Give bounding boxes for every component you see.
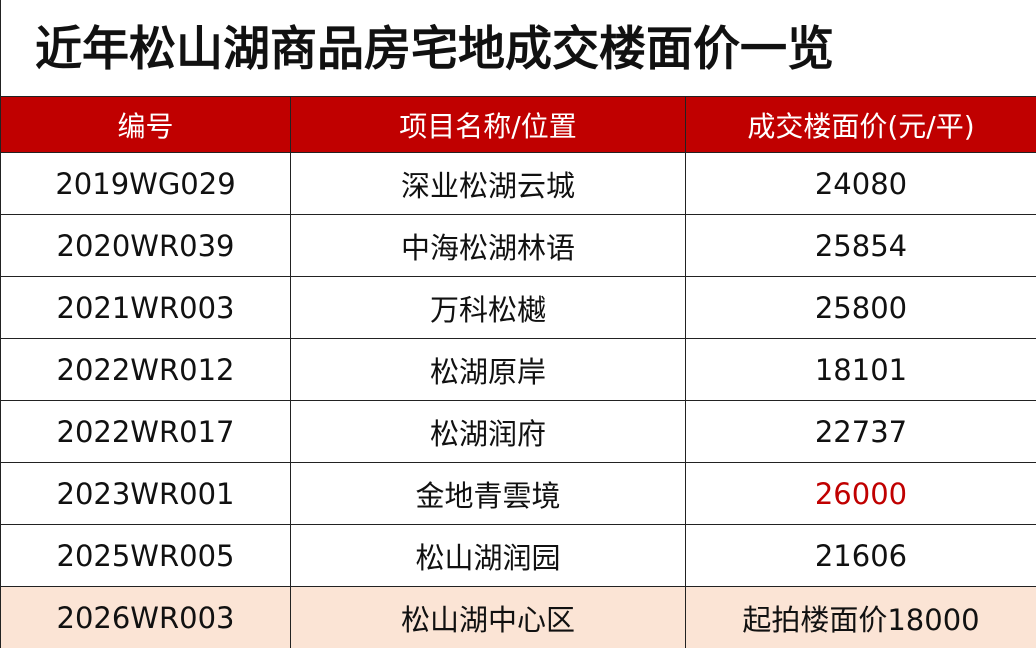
table-cell: 22737 xyxy=(685,401,1036,462)
table-cell: 21606 xyxy=(685,525,1036,586)
table-cell: 松湖原岸 xyxy=(290,339,685,400)
table-cell: 2023WR001 xyxy=(0,463,290,524)
table-row: 2021WR003 万科松樾 25800 xyxy=(0,277,1036,339)
table-cell: 万科松樾 xyxy=(290,277,685,338)
table-cell: 24080 xyxy=(685,153,1036,214)
header-cell: 成交楼面价(元/平) xyxy=(685,97,1036,152)
table-row: 2022WR012 松湖原岸 18101 xyxy=(0,339,1036,401)
table-cell: 2020WR039 xyxy=(0,215,290,276)
table-cell: 松山湖润园 xyxy=(290,525,685,586)
table-cell: 26000 xyxy=(685,463,1036,524)
table-row: 2023WR001 金地青雲境 26000 xyxy=(0,463,1036,525)
table-cell: 起拍楼面价18000 xyxy=(685,587,1036,648)
page-title: 近年松山湖商品房宅地成交楼面价一览 xyxy=(0,0,1036,97)
table-row: 2019WG029 深业松湖云城 24080 xyxy=(0,153,1036,215)
table-cell: 25800 xyxy=(685,277,1036,338)
table-cell: 2021WR003 xyxy=(0,277,290,338)
header-cell: 项目名称/位置 xyxy=(290,97,685,152)
table-cell: 中海松湖林语 xyxy=(290,215,685,276)
header-row: 编号 项目名称/位置 成交楼面价(元/平) xyxy=(0,97,1036,153)
table-row: 2020WR039 中海松湖林语 25854 xyxy=(0,215,1036,277)
table-row: 2025WR005 松山湖润园 21606 xyxy=(0,525,1036,587)
table-cell: 2022WR012 xyxy=(0,339,290,400)
table-cell: 金地青雲境 xyxy=(290,463,685,524)
table-cell: 2022WR017 xyxy=(0,401,290,462)
table-cell: 2026WR003 xyxy=(0,587,290,648)
table: 编号 项目名称/位置 成交楼面价(元/平) 2019WG029 深业松湖云城 24080 2… xyxy=(0,97,1036,648)
table-cell: 2025WR005 xyxy=(0,525,290,586)
table-cell: 18101 xyxy=(685,339,1036,400)
table-cell: 25854 xyxy=(685,215,1036,276)
table-cell: 2019WG029 xyxy=(0,153,290,214)
header-cell: 编号 xyxy=(0,97,290,152)
table-cell: 松山湖中心区 xyxy=(290,587,685,648)
table-row: 2022WR017 松湖润府 22737 xyxy=(0,401,1036,463)
table-row: 2026WR003 松山湖中心区 起拍楼面价18000 xyxy=(0,587,1036,648)
table-cell: 松湖润府 xyxy=(290,401,685,462)
table-cell: 深业松湖云城 xyxy=(290,153,685,214)
